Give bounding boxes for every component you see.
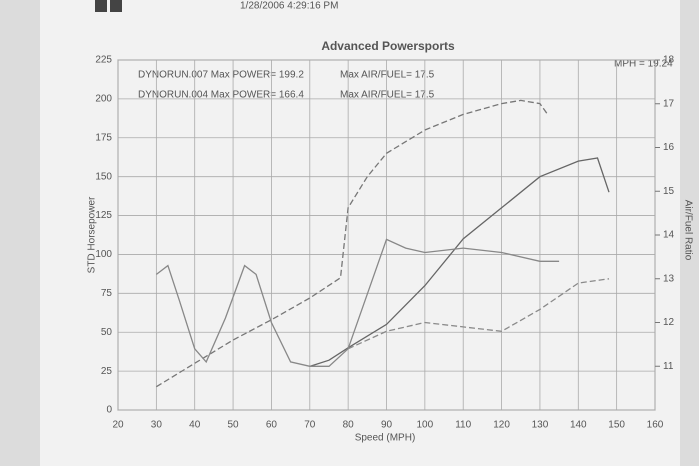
x-tick-label: 20	[112, 420, 124, 431]
x-tick-label: 100	[417, 420, 434, 431]
x-tick-label: 140	[570, 420, 587, 431]
logo-block	[110, 0, 122, 12]
x-tick-label: 120	[493, 420, 510, 431]
x-tick-label: 130	[532, 420, 549, 431]
x-tick-label: 160	[647, 420, 664, 431]
logo-block	[95, 0, 107, 12]
y2-tick-label: 18	[663, 55, 675, 66]
x-tick-label: 60	[266, 420, 278, 431]
y-tick-label: 125	[95, 210, 112, 221]
x-tick-label: 150	[608, 420, 625, 431]
y-tick-label: 200	[95, 94, 112, 105]
y2-tick-label: 13	[663, 273, 675, 284]
data-line	[309, 157, 610, 368]
y2-tick-label: 16	[663, 142, 675, 153]
x-axis-label: Speed (MPH)	[355, 433, 416, 444]
y2-axis-label: Air/Fuel Ratio	[682, 200, 693, 261]
y-tick-label: 100	[95, 249, 112, 260]
x-tick-label: 30	[151, 420, 163, 431]
y-tick-label: 0	[106, 405, 112, 416]
y-axis-label: STD Horsepower	[87, 196, 98, 273]
annotation: Max AIR/FUEL= 17.5	[340, 90, 435, 101]
y2-tick-label: 12	[663, 317, 675, 328]
y2-tick-label: 14	[663, 230, 675, 241]
x-tick-label: 70	[304, 420, 316, 431]
annotation: Max AIR/FUEL= 17.5	[340, 70, 435, 81]
header: 1/28/2006 4:29:16 PM	[240, 1, 338, 12]
x-tick-label: 50	[228, 420, 240, 431]
paper	[40, 0, 680, 466]
annotation: DYNORUN.007 Max POWER= 199.2	[138, 70, 304, 81]
annotation: DYNORUN.004 Max POWER= 166.4	[138, 90, 304, 101]
y-tick-label: 50	[101, 327, 113, 338]
y-tick-label: 150	[95, 171, 112, 182]
x-tick-label: 40	[189, 420, 201, 431]
y-tick-label: 75	[101, 288, 113, 299]
y2-tick-label: 17	[663, 98, 675, 109]
x-tick-label: 90	[381, 420, 393, 431]
data-line	[156, 238, 560, 367]
y-tick-label: 25	[101, 366, 113, 377]
annotation: MPH = 19.24	[614, 59, 673, 70]
x-tick-label: 110	[455, 420, 471, 431]
y2-tick-label: 15	[663, 186, 675, 197]
data-line	[156, 99, 549, 388]
y2-tick-label: 11	[663, 361, 674, 372]
chart-title: Advanced Powersports	[321, 39, 455, 53]
x-tick-label: 80	[343, 420, 355, 431]
y-tick-label: 225	[95, 55, 112, 66]
data-line	[347, 278, 610, 350]
y-tick-label: 175	[95, 132, 112, 143]
